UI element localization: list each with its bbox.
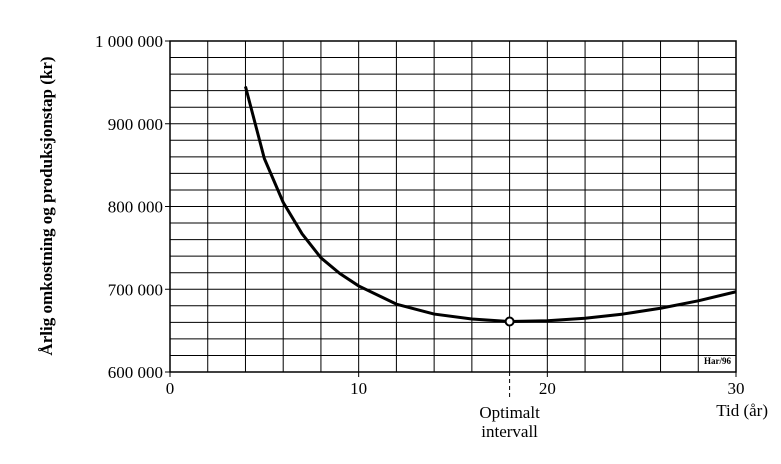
x-tick-label: 30 xyxy=(728,379,745,398)
annotation: intervall xyxy=(481,422,538,441)
y-tick-label: 1 000 000 xyxy=(95,32,163,51)
y-axis-label: Årlig omkostning og produksjonstap (kr) xyxy=(37,56,56,355)
x-tick-label: 10 xyxy=(350,379,367,398)
y-tick-label: 800 000 xyxy=(108,198,163,217)
y-tick-label: 700 000 xyxy=(108,280,163,299)
x-tick-label: 0 xyxy=(166,379,175,398)
y-tick-label: 600 000 xyxy=(108,363,163,382)
annotation: Optimalt xyxy=(479,403,540,422)
credit: Har/96 xyxy=(704,356,731,366)
x-tick-label: 20 xyxy=(539,379,556,398)
line-series xyxy=(244,86,737,324)
optimum-marker xyxy=(504,316,515,327)
y-tick-label: 900 000 xyxy=(108,115,163,134)
x-axis-label: Tid (år) xyxy=(716,401,768,420)
